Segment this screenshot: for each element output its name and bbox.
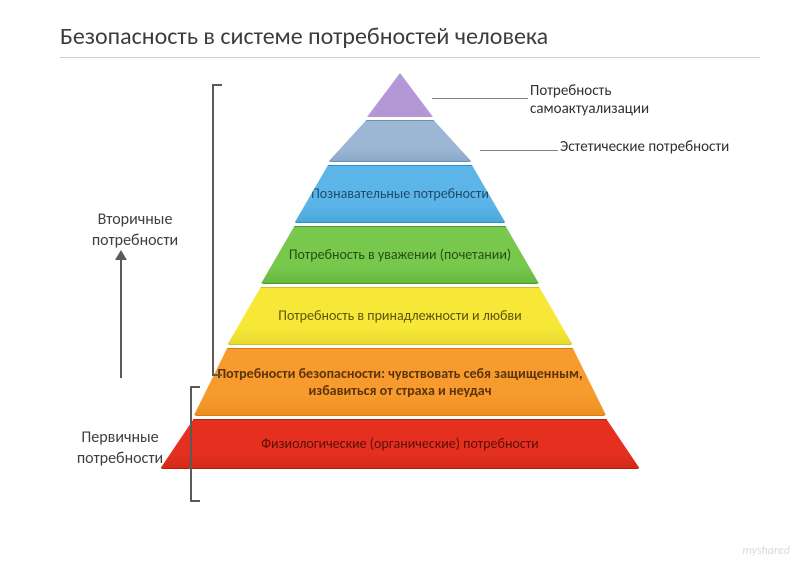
pyramid-level-4: Потребность в принадлежности и любви [227,287,573,345]
callout-line-0 [432,98,528,99]
level-3-label: Потребность в уважении (почетании) [281,242,519,268]
pyramid-level-1 [328,120,472,162]
level-1-label [392,137,408,145]
level-5-label: Потребности безопасности: чувствовать се… [195,361,606,404]
bracket-secondary [212,84,214,376]
title-text: Безопасность в системе потребностей чело… [60,22,548,51]
pyramid-diagram: Познавательные потребности Потребность в… [160,70,640,472]
side-label-primary: Первичные потребности [55,428,185,470]
pyramid-level-5: Потребности безопасности: чувствовать се… [194,348,607,416]
pyramid-level-3: Потребность в уважении (почетании) [261,226,539,284]
callout-aesthetic: Эстетические потребности [560,138,730,156]
level-0-label [392,69,408,77]
level-6-label: Физиологические (органические) потребнос… [253,431,546,457]
level-4-label: Потребность в принадлежности и любви [270,303,529,329]
pyramid-level-6: Физиологические (органические) потребнос… [160,419,640,469]
callout-self-actualization: Потребность самоактуализации [530,82,710,118]
pyramid-level-0 [367,73,433,117]
callout-line-1 [480,150,558,151]
level-2-label: Познавательные потребности [303,181,497,207]
side-label-secondary: Вторичные потребности [70,210,200,252]
pyramid-level-2: Познавательные потребности [294,165,505,223]
bracket-primary [190,386,192,502]
page-title: Безопасность в системе потребностей чело… [60,22,760,58]
watermark: myshared [742,544,790,558]
